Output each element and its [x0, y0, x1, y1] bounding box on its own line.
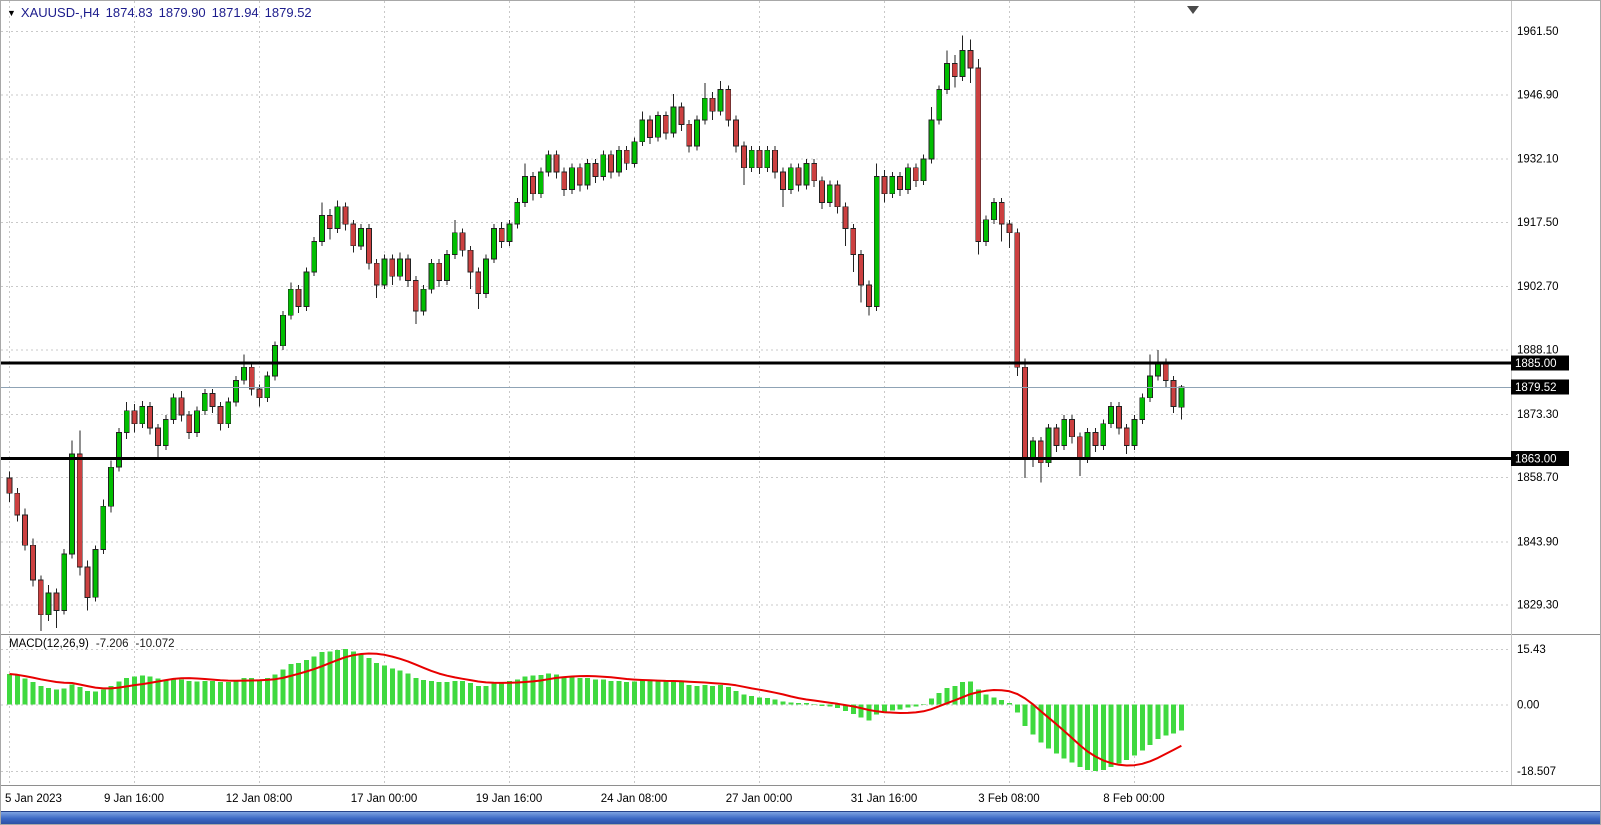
macd-main-value: -7.206 [95, 638, 129, 650]
price-axis-label: 1873.30 [1517, 409, 1559, 421]
time-axis[interactable]: 5 Jan 2023 9 Jan 16:00 12 Jan 08:00 17 Jan … [5, 793, 1165, 805]
time-axis-label: 27 Jan 00:00 [726, 793, 793, 805]
hline-price-tag-box [1511, 451, 1569, 466]
price-axis-label: 1961.50 [1517, 26, 1559, 38]
horizontal-scrollbar[interactable] [1, 811, 1600, 824]
bid-price-tag: 1879.52 [1515, 382, 1557, 394]
price-axis-label: 1829.30 [1517, 600, 1559, 612]
time-axis-label: 17 Jan 00:00 [351, 793, 418, 805]
symbol-ohlc-header: ▼ XAUUSD-,H4 1874.83 1879.90 1871.94 1879.52 [7, 5, 312, 20]
ohlc-close: 1879.52 [264, 5, 312, 20]
ohlc-open: 1874.83 [105, 5, 153, 20]
time-axis-label: 19 Jan 16:00 [476, 793, 543, 805]
time-axis-label: 31 Jan 16:00 [851, 793, 918, 805]
hline-price-tag: 1863.00 [1515, 454, 1557, 466]
time-axis-label: 5 Jan 2023 [5, 793, 62, 805]
grid-layer [1, 1, 1511, 785]
horizontal-line-1863.00[interactable] [1, 457, 1511, 460]
collapse-triangle-icon[interactable]: ▼ [7, 8, 16, 18]
price-axis-label: 1917.50 [1517, 217, 1559, 229]
macd-signal-line [9, 652, 1182, 767]
ohlc-low: 1871.94 [211, 5, 259, 20]
ohlc-high: 1879.90 [158, 5, 206, 20]
price-axis-label: 1888.10 [1517, 345, 1559, 357]
macd-axis-label: -18.507 [1517, 766, 1556, 778]
chart-shift-marker-icon[interactable] [1187, 6, 1199, 14]
time-axis-label: 12 Jan 08:00 [226, 793, 293, 805]
macd-signal-value: -10.072 [135, 638, 175, 650]
hline-price-tag-box [1511, 355, 1569, 371]
hline-price-tag: 1885.00 [1515, 358, 1557, 370]
price-axis-label: 1858.70 [1517, 472, 1559, 484]
time-axis-label: 3 Feb 08:00 [978, 793, 1039, 805]
price-axis-label: 1932.10 [1517, 154, 1559, 166]
macd-axis-label: 0.00 [1517, 700, 1539, 712]
macd-indicator-label: MACD(12,26,9) -7.206 -10.072 [9, 638, 175, 650]
price-axis-label: 1902.70 [1517, 281, 1559, 293]
candles-layer [6, 35, 1185, 632]
horizontal-line-1885.00[interactable] [1, 361, 1511, 365]
price-axis[interactable]: 1961.50 1946.90 1932.10 1917.50 1902.70 1888.… [1517, 26, 1559, 778]
macd-axis-label: 15.43 [1517, 644, 1546, 656]
macd-layer [7, 649, 1184, 771]
bid-price-tag-box [1511, 379, 1569, 395]
time-axis-label: 8 Feb 00:00 [1103, 793, 1164, 805]
time-axis-label: 9 Jan 16:00 [104, 793, 164, 805]
symbol-period-label: XAUUSD-,H4 [20, 5, 100, 20]
macd-title: MACD(12,26,9) [9, 638, 89, 650]
price-axis-label: 1946.90 [1517, 89, 1559, 101]
price-axis-label: 1843.90 [1517, 536, 1559, 548]
time-axis-label: 24 Jan 08:00 [601, 793, 668, 805]
